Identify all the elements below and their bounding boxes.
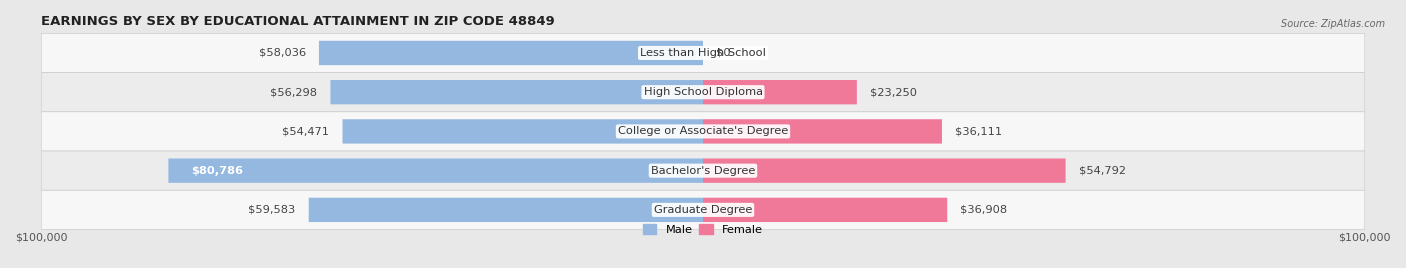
Text: $54,792: $54,792 (1078, 166, 1126, 176)
Text: Graduate Degree: Graduate Degree (654, 205, 752, 215)
FancyBboxPatch shape (169, 158, 703, 183)
FancyBboxPatch shape (309, 198, 703, 222)
Text: $0: $0 (716, 48, 731, 58)
Text: $80,786: $80,786 (191, 166, 243, 176)
Text: Less than High School: Less than High School (640, 48, 766, 58)
Text: $36,111: $36,111 (955, 126, 1002, 136)
FancyBboxPatch shape (319, 41, 703, 65)
Text: $36,908: $36,908 (960, 205, 1008, 215)
Text: $58,036: $58,036 (259, 48, 305, 58)
FancyBboxPatch shape (41, 73, 1365, 112)
Text: High School Diploma: High School Diploma (644, 87, 762, 97)
FancyBboxPatch shape (343, 119, 703, 144)
FancyBboxPatch shape (41, 112, 1365, 151)
FancyBboxPatch shape (41, 190, 1365, 229)
Text: Bachelor's Degree: Bachelor's Degree (651, 166, 755, 176)
FancyBboxPatch shape (330, 80, 703, 104)
FancyBboxPatch shape (41, 151, 1365, 190)
Text: $59,583: $59,583 (249, 205, 295, 215)
Text: College or Associate's Degree: College or Associate's Degree (617, 126, 789, 136)
Text: Source: ZipAtlas.com: Source: ZipAtlas.com (1281, 19, 1385, 29)
FancyBboxPatch shape (703, 158, 1066, 183)
FancyBboxPatch shape (41, 33, 1365, 73)
Text: $54,471: $54,471 (283, 126, 329, 136)
Legend: Male, Female: Male, Female (638, 220, 768, 240)
FancyBboxPatch shape (703, 119, 942, 144)
FancyBboxPatch shape (703, 80, 856, 104)
Text: EARNINGS BY SEX BY EDUCATIONAL ATTAINMENT IN ZIP CODE 48849: EARNINGS BY SEX BY EDUCATIONAL ATTAINMEN… (41, 15, 555, 28)
Text: $56,298: $56,298 (270, 87, 318, 97)
FancyBboxPatch shape (703, 198, 948, 222)
Text: $23,250: $23,250 (870, 87, 917, 97)
